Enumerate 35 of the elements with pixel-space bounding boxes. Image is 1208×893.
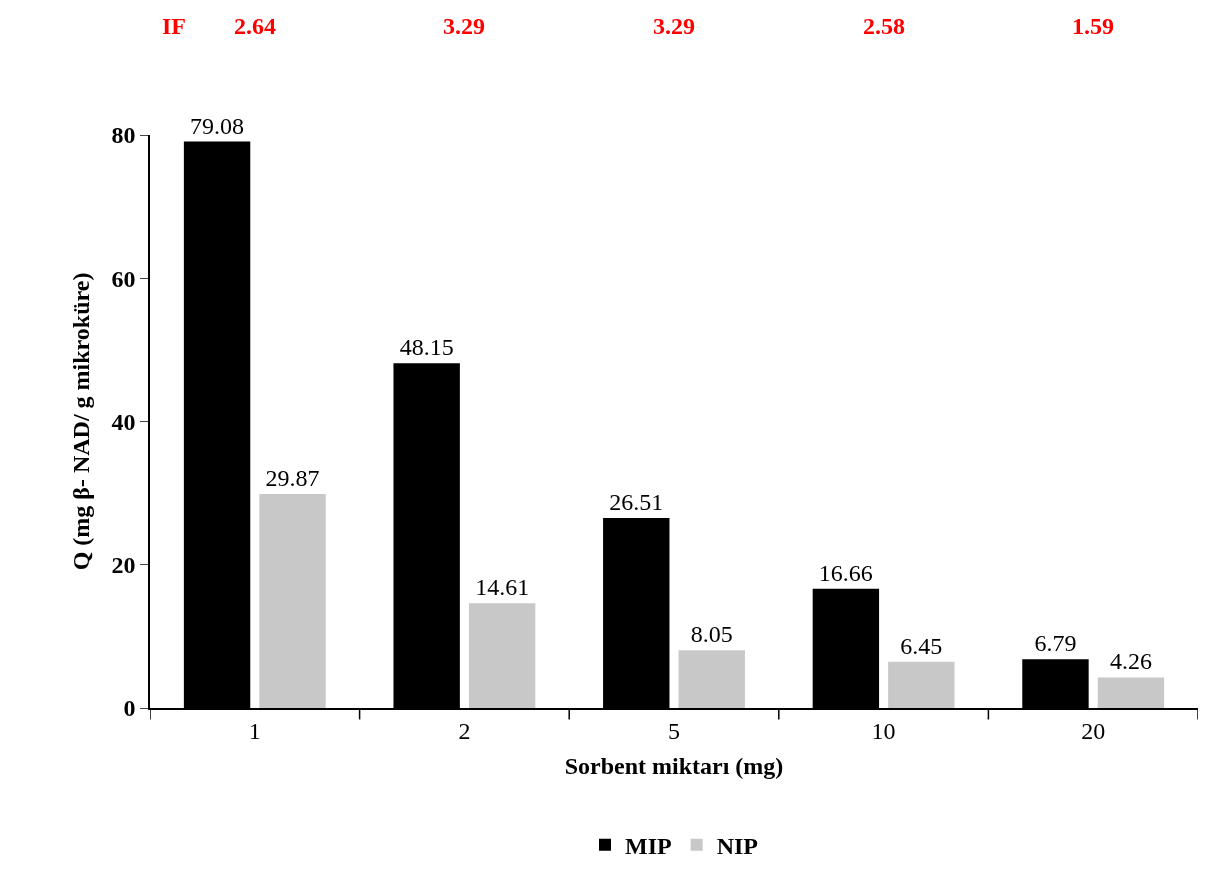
bar — [468, 603, 536, 708]
text: 2.58 — [863, 13, 905, 39]
x-axis-title: Sorbent miktarı (mg) — [564, 753, 784, 780]
data-label: 8.05 — [690, 621, 733, 648]
bar — [259, 494, 326, 708]
data-label: 48.15 — [399, 334, 454, 361]
data-label: 29.87 — [265, 465, 320, 492]
y-axis-title: Q (mg β- NAD/ g mikroküre) — [68, 272, 95, 571]
bar — [1097, 677, 1165, 708]
text: 1.59 — [1072, 13, 1114, 39]
y-tick-label: 20 — [111, 552, 136, 579]
y-tick-label: 60 — [111, 265, 136, 292]
x-tick-label: 10 — [871, 717, 896, 744]
y-tick-label: 0 — [123, 695, 136, 722]
data-label: 4.26 — [1109, 648, 1152, 675]
legend-label: NIP — [716, 833, 758, 860]
data-label: 26.51 — [609, 489, 664, 516]
data-label: 6.45 — [900, 632, 943, 659]
x-tick-label: 2 — [458, 717, 471, 744]
bar — [678, 650, 745, 708]
y-tick-label: 40 — [111, 408, 136, 435]
legend-label: MIP — [625, 833, 672, 860]
data-label: 79.08 — [190, 112, 245, 139]
x-tick-label: 5 — [668, 717, 680, 744]
y-tick-label: 80 — [111, 122, 136, 149]
data-label: 16.66 — [818, 559, 873, 586]
x-tick-label: 20 — [1081, 717, 1106, 744]
bar — [888, 661, 955, 708]
data-label: 14.61 — [475, 574, 530, 601]
text: IF — [162, 13, 186, 39]
text: 3.29 — [443, 13, 485, 39]
text: 3.29 — [653, 13, 695, 39]
x-tick-label: 1 — [248, 717, 261, 744]
text: 2.64 — [234, 13, 276, 39]
data-label: 6.79 — [1034, 630, 1077, 657]
